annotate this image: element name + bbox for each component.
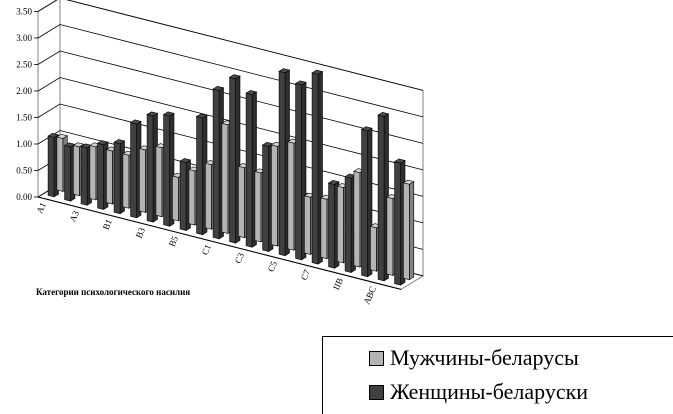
x-axis-title: Категории психологического насилия — [36, 287, 190, 297]
bar-men — [304, 196, 310, 255]
legend: Мужчины-беларусы Женщины-беларуски — [322, 336, 673, 414]
y-tick-label: 3.00 — [16, 33, 32, 43]
bar-women — [48, 136, 54, 197]
bar-women — [197, 117, 203, 235]
bar-women — [312, 73, 318, 264]
legend-swatch-men — [369, 351, 384, 366]
bar-women — [362, 129, 368, 276]
y-tick-label: 0.50 — [16, 166, 32, 176]
legend-item-men: Мужчины-беларусы — [369, 343, 579, 373]
bar-men — [255, 171, 261, 241]
bar-men — [205, 163, 211, 229]
bar-women — [296, 83, 302, 259]
bar-men-side — [409, 182, 413, 280]
bar-women — [81, 147, 87, 206]
bar-men — [139, 148, 145, 212]
bar-men — [172, 176, 178, 221]
bar-women — [213, 89, 219, 239]
bar-women — [164, 115, 170, 227]
legend-label-women: Женщины-беларуски — [390, 379, 588, 405]
x-tick-label: C3 — [233, 251, 247, 265]
bar-men — [106, 150, 112, 205]
bar-women — [279, 71, 285, 255]
bar-women — [246, 93, 252, 247]
bar-men — [387, 197, 393, 275]
bar-women — [230, 77, 236, 243]
bar-men — [337, 186, 343, 263]
bar-men — [321, 198, 327, 259]
legend-swatch-women — [369, 385, 384, 400]
bar-women — [114, 142, 120, 213]
bar-men — [271, 145, 277, 246]
x-tick-label: ABC — [361, 285, 378, 306]
y-tick-label: 1.50 — [16, 113, 32, 123]
x-tick-label: C5 — [266, 259, 280, 273]
bar-men — [73, 145, 79, 195]
x-tick-label: B5 — [167, 234, 181, 248]
legend-label-men: Мужчины-беларусы — [390, 345, 579, 371]
bar-women — [345, 177, 351, 273]
bar-men — [57, 137, 63, 192]
bar-men — [288, 142, 294, 251]
bar-men — [123, 154, 129, 209]
bar-men — [189, 170, 195, 226]
bar-women — [98, 143, 104, 209]
x-tick-label: C7 — [299, 268, 313, 282]
x-tick-label: C1 — [200, 243, 213, 257]
y-tick-label: 2.50 — [16, 60, 32, 70]
x-tick-label: A3 — [67, 209, 81, 224]
bar-women — [147, 115, 153, 223]
bar-women — [329, 183, 335, 268]
x-tick-label: IIB — [331, 276, 345, 291]
y-tick-label: 1.00 — [16, 139, 32, 149]
bar-women — [65, 146, 71, 202]
bar-men — [403, 183, 409, 280]
bar-men — [222, 123, 228, 233]
bar-men — [354, 171, 360, 267]
bar-women — [131, 123, 137, 218]
y-tick-label: 0.00 — [16, 192, 32, 202]
x-tick-label: B3 — [134, 226, 148, 240]
x-tick-label: A1 — [34, 201, 48, 215]
bar-men — [370, 226, 376, 271]
bar-men — [238, 166, 244, 237]
y-tick-label: 3.50 — [16, 7, 32, 17]
bar-women — [180, 161, 186, 230]
bar-women — [263, 145, 269, 251]
bar-women — [395, 162, 401, 285]
bar-women — [378, 115, 384, 281]
y-tick-label: 2.00 — [16, 86, 32, 96]
bar-men — [156, 146, 162, 216]
bar-men — [90, 145, 96, 200]
x-tick-label: B1 — [101, 218, 114, 232]
legend-item-women: Женщины-беларуски — [369, 377, 588, 407]
